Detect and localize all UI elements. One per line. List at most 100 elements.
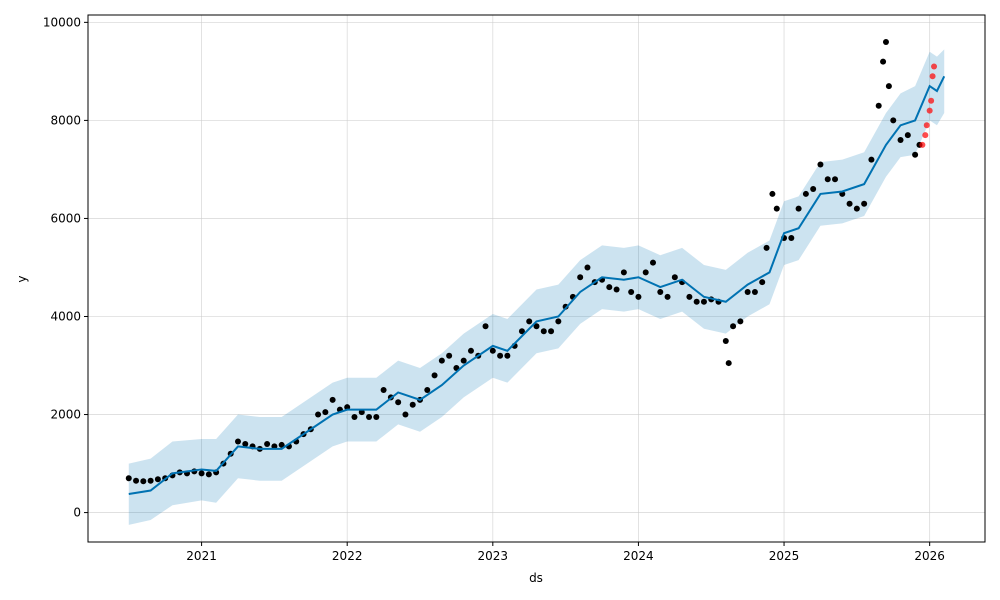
x-tick-label: 2026 (914, 549, 945, 563)
x-axis-label: ds (529, 571, 543, 585)
uncertainty-band-area (128, 49, 945, 525)
observed-point (832, 176, 839, 183)
x-tick-label: 2025 (769, 549, 800, 563)
test-points (919, 63, 938, 148)
observed-point (628, 288, 635, 295)
observed-point (548, 328, 555, 335)
observed-point (620, 269, 627, 276)
observed-point (725, 360, 732, 367)
observed-point (890, 117, 897, 124)
observed-point (540, 328, 547, 335)
observed-point (322, 409, 329, 416)
observed-point (686, 293, 693, 300)
test-point (929, 73, 936, 80)
observed-point (133, 477, 140, 484)
observed-point (642, 269, 649, 276)
observed-point (242, 440, 249, 447)
observed-point (737, 318, 744, 325)
observed-point (912, 151, 919, 158)
x-tick-label: 2023 (478, 549, 509, 563)
observed-point (763, 244, 770, 251)
observed-point (518, 328, 525, 335)
x-tick-label: 2021 (186, 549, 217, 563)
observed-point (853, 205, 860, 212)
observed-point (140, 478, 147, 485)
y-tick-label: 6000 (50, 211, 81, 225)
test-point (926, 107, 933, 114)
axes: 2021 2022 2023 2024 2025 2026 0 2000 4000 6000 800… (43, 15, 945, 563)
test-point (931, 63, 938, 70)
observed-point (315, 411, 322, 418)
observed-point (649, 259, 656, 266)
observed-point (613, 286, 620, 293)
y-tick-label: 8000 (50, 113, 81, 127)
test-point (919, 141, 926, 148)
observed-point (395, 399, 402, 406)
observed-point (278, 441, 285, 448)
observed-point (810, 186, 817, 193)
uncertainty-band (128, 49, 945, 525)
observed-point (880, 58, 887, 65)
observed-point (438, 357, 445, 364)
observed-point (205, 471, 212, 478)
test-point (923, 122, 930, 129)
forecast-line (128, 75, 946, 495)
observed-point (366, 413, 373, 420)
test-point (922, 132, 929, 139)
observed-point (875, 102, 882, 109)
observed-point (788, 235, 795, 242)
observed-point (154, 476, 161, 483)
observed-point (795, 205, 802, 212)
observed-point (380, 387, 387, 394)
observed-point (584, 264, 591, 271)
y-tick-label: 0 (73, 506, 81, 520)
observed-point (759, 279, 766, 286)
observed-point (846, 200, 853, 207)
y-tick-label: 10000 (43, 15, 81, 29)
observed-point (730, 323, 737, 330)
observed-point (147, 477, 154, 484)
x-tick-label: 2022 (332, 549, 363, 563)
observed-point (635, 293, 642, 300)
observed-point (693, 298, 700, 305)
observed-point (882, 38, 889, 45)
observed-point (424, 387, 431, 394)
observed-point (264, 440, 271, 447)
observed-point (329, 396, 336, 403)
observed-point (198, 470, 205, 477)
observed-point (751, 288, 758, 295)
observed-point (351, 413, 358, 420)
observed-point (234, 438, 241, 445)
observed-point (769, 190, 776, 197)
y-tick-label: 2000 (50, 408, 81, 422)
observed-point (489, 347, 496, 354)
observed-point (861, 200, 868, 207)
test-point (928, 97, 935, 104)
observed-point (824, 176, 831, 183)
observed-point (409, 401, 416, 408)
observed-point (664, 293, 671, 300)
observed-point (606, 284, 613, 291)
observed-point (526, 318, 533, 325)
observed-point (125, 475, 132, 482)
plot-frame (87, 14, 986, 543)
observed-point (700, 298, 707, 305)
observed-point (504, 352, 511, 359)
observed-point (460, 357, 467, 364)
forecast-line-group (128, 75, 946, 495)
observed-point (467, 347, 474, 354)
observed-point (373, 413, 380, 420)
observed-point (431, 372, 438, 379)
observed-point (577, 274, 584, 281)
observed-point (446, 352, 453, 359)
observed-point (885, 83, 892, 90)
observed-point (497, 352, 504, 359)
observed-point (897, 137, 904, 144)
observed-point (744, 288, 751, 295)
x-tick-label: 2024 (623, 549, 654, 563)
observed-point (802, 190, 809, 197)
observed-point (868, 156, 875, 163)
observed-point (533, 323, 540, 330)
